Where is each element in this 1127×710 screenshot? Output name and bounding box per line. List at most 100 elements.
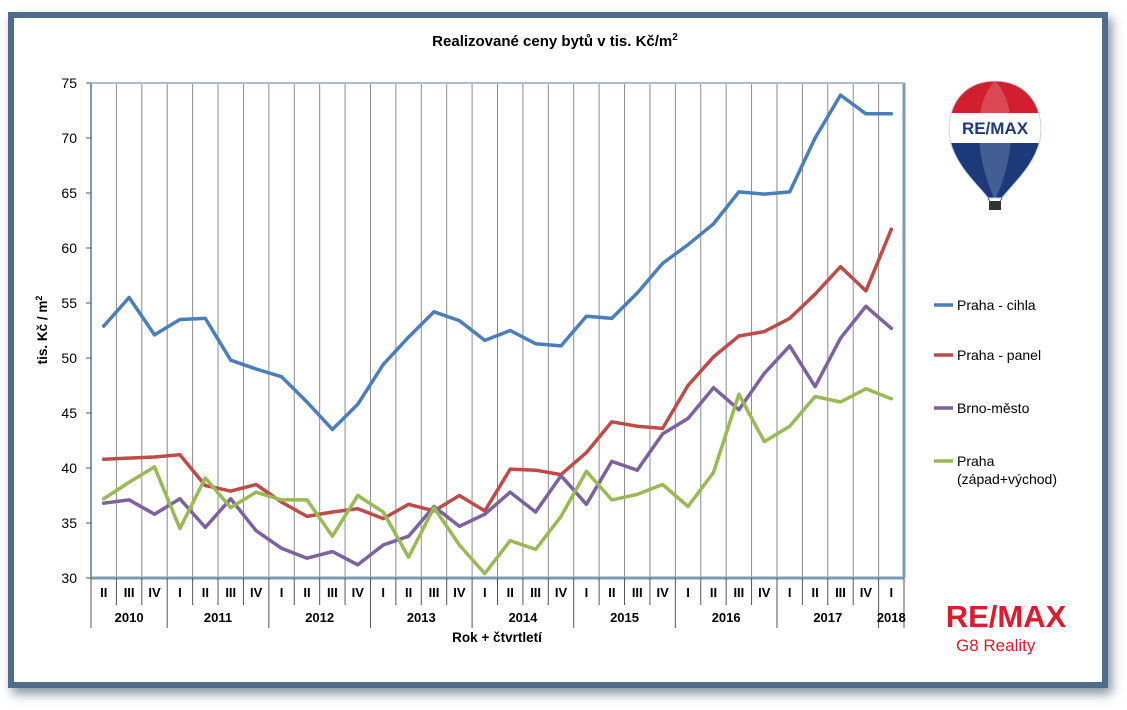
data-point (483, 512, 487, 516)
legend-label: (západ+východ) (957, 471, 1057, 487)
data-point (559, 514, 563, 519)
x-tick-year: 2013 (407, 610, 436, 625)
x-tick-quarter: III (530, 585, 541, 600)
data-point (686, 504, 690, 509)
data-point (178, 317, 182, 322)
data-point (330, 510, 334, 514)
remax-brand-logo: RE/MAX G8 Reality (946, 599, 1067, 655)
data-point (610, 316, 614, 320)
data-point (127, 295, 131, 300)
data-point (356, 402, 360, 406)
data-point (864, 112, 868, 116)
data-point (102, 501, 106, 505)
data-point (432, 506, 436, 510)
x-tick-year: 2012 (305, 610, 334, 625)
x-tick-quarter: IV (250, 585, 263, 600)
x-tick-quarter: IV (352, 585, 365, 600)
data-point (788, 316, 792, 320)
legend: Praha - cihla Praha - panel Brno-město Prah… (934, 297, 1057, 487)
x-tick-quarter: I (585, 585, 589, 600)
x-tick-quarter: II (100, 585, 107, 600)
x-tick-quarter: I (889, 585, 893, 600)
data-point (229, 497, 233, 501)
data-point (203, 476, 207, 480)
y-tick-label: 65 (61, 185, 77, 201)
data-point (737, 190, 741, 194)
legend-label: Praha (957, 453, 995, 469)
x-tick-year: 2014 (508, 610, 538, 625)
data-point (788, 190, 792, 194)
y-tick-label: 35 (61, 515, 77, 531)
data-point (508, 490, 512, 494)
y-tick-label: 45 (61, 405, 77, 421)
y-tick-label: 50 (61, 350, 77, 366)
data-point (661, 261, 665, 265)
x-tick-quarter: IV (758, 585, 771, 600)
x-axis-categories: II III IV I II III IV I II III IV I II III IV I II III IV I… (90, 578, 906, 628)
x-tick-year: 2011 (204, 610, 232, 625)
data-point (686, 383, 690, 388)
data-point (432, 310, 436, 314)
data-point (813, 136, 817, 140)
data-point (711, 355, 716, 359)
data-point (457, 319, 461, 323)
x-tick-quarter: IV (453, 585, 466, 600)
data-point (610, 459, 614, 463)
data-point (178, 453, 182, 457)
data-point (889, 112, 893, 116)
y-tick-label: 75 (61, 75, 77, 91)
y-axis: 30 35 40 45 50 55 60 65 70 75 (61, 75, 92, 586)
data-point (457, 524, 461, 528)
data-point (152, 465, 157, 469)
data-point (330, 534, 334, 538)
x-tick-year: 2015 (610, 610, 639, 625)
data-point (279, 498, 284, 502)
data-point (813, 385, 817, 389)
x-tick-quarter: III (632, 585, 643, 600)
data-point (381, 510, 385, 514)
data-point (559, 344, 563, 348)
data-point (838, 265, 843, 269)
data-point (788, 424, 792, 428)
x-tick-quarter: III (225, 585, 236, 600)
data-point (508, 539, 512, 543)
x-tick-year: 2018 (877, 610, 906, 625)
data-point (762, 371, 766, 375)
data-point (864, 289, 868, 293)
data-point (102, 324, 106, 328)
data-point (254, 490, 258, 494)
x-tick-quarter: I (686, 585, 690, 600)
data-point (762, 440, 766, 444)
data-point (635, 424, 639, 428)
data-point (406, 534, 411, 538)
data-point (483, 338, 487, 342)
x-tick-quarter: I (788, 585, 792, 600)
data-point (661, 426, 665, 430)
balloon-logo-text: RE/MAX (962, 119, 1029, 138)
data-point (305, 498, 309, 502)
data-point (635, 468, 639, 472)
data-point (305, 400, 309, 404)
data-point (381, 517, 385, 521)
data-point (584, 314, 589, 318)
x-tick-quarter: II (405, 585, 412, 600)
x-tick-year: 2017 (813, 610, 842, 625)
x-tick-quarter: IV (555, 585, 568, 600)
data-point (381, 363, 385, 367)
data-point (838, 400, 843, 404)
data-point (737, 408, 741, 412)
data-point (838, 93, 843, 97)
x-tick-quarter: IV (656, 585, 669, 600)
x-tick-quarter: II (507, 585, 514, 600)
data-point (889, 227, 893, 231)
data-point (737, 334, 741, 338)
data-point (813, 292, 817, 296)
data-point (534, 547, 538, 552)
series-line (101, 227, 894, 521)
x-tick-quarter: II (811, 585, 818, 600)
data-point (610, 420, 614, 424)
data-point (254, 367, 258, 371)
y-tick-label: 55 (61, 295, 77, 311)
data-point (483, 572, 487, 576)
data-point (229, 506, 233, 510)
